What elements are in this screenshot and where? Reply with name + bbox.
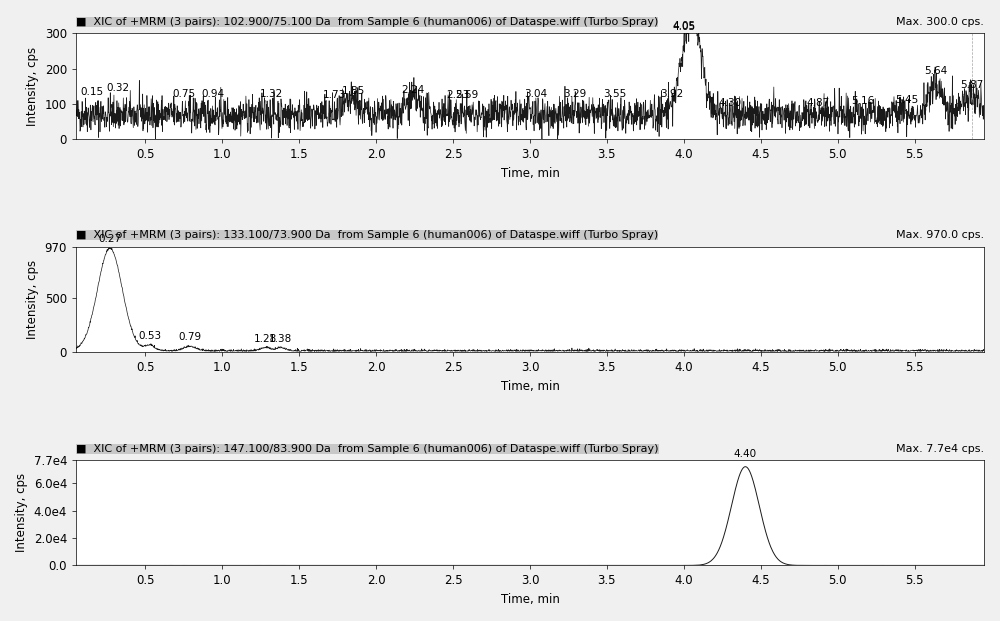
Text: 5.16: 5.16 (851, 96, 874, 106)
Y-axis label: Intensity, cps: Intensity, cps (15, 473, 28, 552)
Text: 2.59: 2.59 (455, 89, 479, 99)
Text: 0.75: 0.75 (172, 89, 195, 99)
Y-axis label: Intensity, cps: Intensity, cps (26, 47, 39, 126)
Text: 2.53: 2.53 (446, 89, 469, 99)
Text: ■  XIC of +MRM (3 pairs): 102.900/75.100 Da  from Sample 6 (human006) of Dataspe: ■ XIC of +MRM (3 pairs): 102.900/75.100 … (76, 17, 658, 27)
X-axis label: Time, min: Time, min (501, 166, 559, 179)
X-axis label: Time, min: Time, min (501, 593, 559, 606)
Text: 1.32: 1.32 (260, 89, 283, 99)
Text: 3.92: 3.92 (660, 89, 683, 99)
Text: 4.05: 4.05 (672, 22, 695, 32)
Text: 1.73: 1.73 (323, 89, 346, 99)
Text: Max. 300.0 cps.: Max. 300.0 cps. (896, 17, 984, 27)
Text: 4.30: 4.30 (718, 98, 742, 109)
Text: 3.29: 3.29 (563, 89, 586, 99)
Text: 4.87: 4.87 (806, 98, 829, 109)
Text: 0.94: 0.94 (201, 89, 225, 99)
Text: 1.28: 1.28 (254, 334, 277, 344)
Text: 2.24: 2.24 (401, 85, 425, 95)
Text: 0.15: 0.15 (80, 87, 103, 97)
Text: 3.55: 3.55 (603, 89, 626, 99)
Text: 5.45: 5.45 (895, 95, 919, 105)
Text: 1.85: 1.85 (341, 86, 365, 96)
Text: 0.32: 0.32 (106, 83, 129, 93)
Text: 0.79: 0.79 (178, 332, 202, 342)
Text: Max. 7.7e4 cps.: Max. 7.7e4 cps. (896, 443, 984, 453)
Text: 5.64: 5.64 (925, 66, 948, 76)
Text: 4.05: 4.05 (672, 21, 695, 31)
Text: Max. 970.0 cps.: Max. 970.0 cps. (896, 230, 984, 240)
Text: 0.53: 0.53 (138, 331, 162, 341)
Text: 5.87: 5.87 (960, 79, 983, 90)
Text: 1.38: 1.38 (269, 334, 292, 344)
Y-axis label: Intensity, cps: Intensity, cps (26, 260, 39, 339)
X-axis label: Time, min: Time, min (501, 380, 559, 393)
Text: ■  XIC of +MRM (3 pairs): 133.100/73.900 Da  from Sample 6 (human006) of Dataspe: ■ XIC of +MRM (3 pairs): 133.100/73.900 … (76, 230, 658, 240)
Text: 0.27: 0.27 (98, 235, 121, 245)
Text: ■  XIC of +MRM (3 pairs): 147.100/83.900 Da  from Sample 6 (human006) of Dataspe: ■ XIC of +MRM (3 pairs): 147.100/83.900 … (76, 443, 659, 453)
Text: 4.40: 4.40 (734, 449, 757, 459)
Text: 3.04: 3.04 (525, 89, 548, 99)
